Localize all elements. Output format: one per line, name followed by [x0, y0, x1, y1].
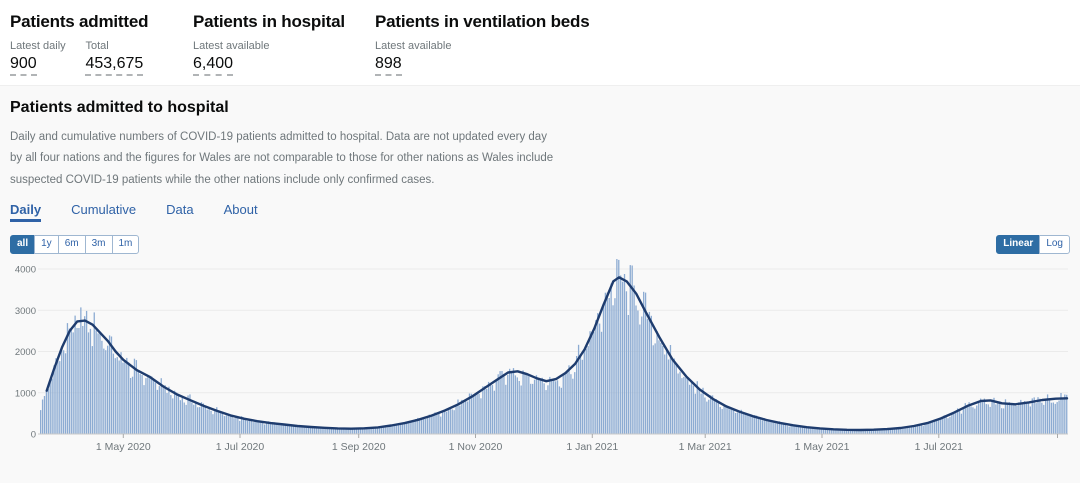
stat-metric-label: Latest available: [375, 40, 452, 52]
chart-tabs: Daily Cumulative Data About: [10, 202, 1070, 222]
y-axis-labels: 0 1000 2000 3000 4000: [15, 264, 36, 440]
stat-metric: Latest daily 900: [10, 40, 81, 76]
svg-text:1 May 2021: 1 May 2021: [795, 441, 850, 453]
range-button-1m[interactable]: 1m: [111, 234, 140, 254]
section-description: Daily and cumulative numbers of COVID-19…: [10, 131, 554, 186]
range-button-all[interactable]: all: [10, 234, 36, 254]
svg-text:3000: 3000: [15, 306, 36, 317]
stat-card-patients-in-ventilation-beds: Patients in ventilation beds Latest avai…: [375, 12, 600, 85]
stat-metric-label: Total: [85, 40, 109, 52]
svg-text:1000: 1000: [15, 388, 36, 399]
svg-text:0: 0: [31, 429, 36, 440]
tab-data[interactable]: Data: [166, 201, 194, 217]
svg-text:2000: 2000: [15, 347, 36, 358]
scale-toggle-group: Linear Log: [996, 234, 1070, 254]
stat-card-title: Patients in hospital: [193, 12, 345, 31]
svg-text:1 Mar 2021: 1 Mar 2021: [679, 441, 732, 453]
svg-text:1 Jul 2021: 1 Jul 2021: [915, 441, 964, 453]
admissions-section: Patients admitted to hospital Daily and …: [0, 85, 1080, 483]
stat-metric: Total 453,675: [85, 40, 144, 76]
svg-text:1 Jul 2020: 1 Jul 2020: [216, 441, 265, 453]
stat-metric-label: Latest available: [193, 40, 270, 52]
x-axis: 1 May 2020 1 Jul 2020 1 Sep 2020 1 Nov 2020…: [38, 433, 1068, 453]
stat-metric: Latest available 898: [375, 40, 451, 76]
section-title: Patients admitted to hospital: [10, 99, 229, 116]
scale-toggle-log[interactable]: Log: [1039, 234, 1070, 254]
summary-stats-row: Patients admitted Latest daily 900 Total…: [0, 0, 1080, 85]
stat-metric-value[interactable]: 6,400: [193, 55, 234, 76]
stat-metric-label: Latest daily: [10, 40, 66, 52]
chart-controls: all 1y 6m 3m 1m Linear Log: [10, 234, 1070, 254]
stat-card-title: Patients admitted: [10, 12, 149, 31]
svg-text:1 Sep 2020: 1 Sep 2020: [332, 441, 386, 453]
tab-cumulative[interactable]: Cumulative: [71, 201, 137, 217]
range-button-group: all 1y 6m 3m 1m: [10, 234, 140, 254]
rolling-average-line: [45, 275, 1069, 431]
stat-metric-value[interactable]: 898: [375, 55, 402, 76]
stat-metric-value[interactable]: 900: [10, 55, 37, 76]
svg-text:1 Jan 2021: 1 Jan 2021: [566, 441, 618, 453]
range-button-1y[interactable]: 1y: [34, 234, 59, 254]
admissions-chart[interactable]: 0 1000 2000 3000 4000 1 May 2020 1 Jul 2020 1 …: [10, 258, 1070, 459]
range-button-6m[interactable]: 6m: [57, 234, 86, 254]
tab-daily[interactable]: Daily: [10, 202, 42, 222]
svg-text:1 Nov 2020: 1 Nov 2020: [449, 441, 503, 453]
tab-about[interactable]: About: [223, 201, 258, 217]
range-button-3m[interactable]: 3m: [84, 234, 113, 254]
stat-card-title: Patients in ventilation beds: [375, 12, 590, 31]
stat-metric: Latest available 6,400: [193, 40, 269, 76]
stat-metric-value[interactable]: 453,675: [85, 55, 144, 76]
svg-text:1 May 2020: 1 May 2020: [96, 441, 151, 453]
stat-card-patients-in-hospital: Patients in hospital Latest available 6,…: [193, 12, 375, 85]
admissions-bars[interactable]: [40, 258, 1068, 434]
scale-toggle-linear[interactable]: Linear: [996, 234, 1041, 254]
svg-text:4000: 4000: [15, 264, 36, 275]
stat-card-patients-admitted: Patients admitted Latest daily 900 Total…: [10, 12, 193, 85]
gridlines: [38, 268, 1068, 394]
